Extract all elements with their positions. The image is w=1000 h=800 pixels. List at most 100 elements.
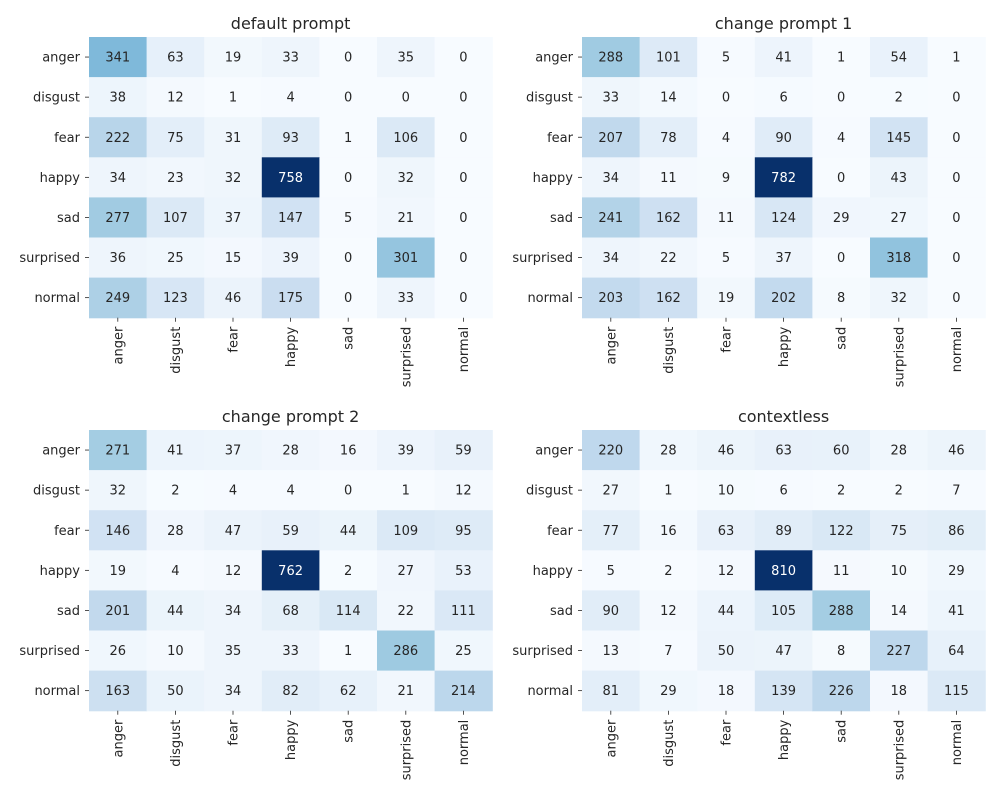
cell-value-label: 78 [660, 131, 677, 146]
cell-value-label: 44 [718, 604, 735, 619]
cell-value-label: 222 [105, 131, 130, 146]
y-tick-label: surprised [19, 644, 80, 659]
cell-value-label: 162 [656, 291, 681, 306]
heatmap-cell [434, 550, 493, 591]
heatmap-cell [927, 590, 986, 632]
cell-value-label: 241 [598, 211, 623, 226]
heatmap-cell [870, 670, 929, 712]
x-tick-label: anger [604, 326, 619, 364]
heatmap-cell [870, 630, 929, 672]
cell-value-label: 11 [660, 171, 677, 186]
heatmap-cell [261, 510, 320, 551]
cell-value-label: 81 [603, 684, 620, 699]
heatmap-cell [204, 590, 263, 632]
heatmap-cell [582, 197, 641, 239]
heatmap-cell [754, 157, 813, 198]
cell-value-label: 41 [775, 51, 792, 66]
cell-value-label: 758 [278, 171, 303, 186]
cell-value-label: 4 [722, 131, 730, 146]
cell-value-label: 68 [282, 604, 299, 619]
cell-value-label: 50 [167, 684, 184, 699]
heatmap-cell [377, 630, 436, 672]
cell-value-label: 63 [718, 524, 735, 539]
cell-value-label: 59 [455, 444, 472, 459]
cell-value-label: 0 [837, 91, 845, 106]
cell-value-label: 47 [775, 644, 792, 659]
cell-value-label: 4 [837, 131, 845, 146]
cell-value-label: 0 [344, 484, 352, 499]
heatmap-cell [754, 510, 813, 551]
cell-value-label: 0 [459, 291, 467, 306]
cell-value-label: 75 [891, 524, 908, 539]
x-tick-label: anger [111, 719, 126, 757]
heatmap-cell [434, 277, 493, 319]
heatmap-cell [639, 590, 698, 632]
cell-value-label: 271 [105, 444, 130, 459]
cell-value-label: 2 [344, 564, 352, 579]
heatmap-cell [582, 77, 641, 118]
x-tick-label: disgust [169, 327, 184, 374]
cell-value-label: 21 [398, 684, 415, 699]
heatmap-cell [754, 277, 813, 319]
heatmap-cell [434, 510, 493, 551]
heatmap-cell [89, 277, 148, 319]
heatmap-cell [261, 117, 320, 158]
heatmap-cell [261, 470, 320, 511]
cell-value-label: 44 [340, 524, 357, 539]
cell-value-label: 4 [286, 91, 294, 106]
cell-value-label: 4 [286, 484, 294, 499]
heatmap-cell [870, 77, 929, 118]
heatmap-cell [204, 630, 263, 672]
heatmap-cell [434, 117, 493, 158]
heatmap-cell [146, 590, 205, 632]
heatmap-cell [754, 590, 813, 632]
heatmap-cell [146, 277, 205, 319]
x-tick-label: sad [835, 720, 850, 743]
cell-value-label: 77 [603, 524, 620, 539]
cell-value-label: 301 [393, 251, 418, 266]
cell-value-label: 227 [886, 644, 911, 659]
heatmap-cell [146, 550, 205, 591]
panel-title: change prompt 1 [715, 14, 852, 33]
heatmap-cell [319, 237, 378, 279]
cell-value-label: 27 [603, 484, 620, 499]
cell-value-label: 12 [167, 91, 184, 106]
cell-value-label: 32 [891, 291, 908, 306]
heatmap-cell [89, 470, 148, 511]
cell-value-label: 0 [459, 171, 467, 186]
heatmap-cell [89, 510, 148, 551]
cell-value-label: 175 [278, 291, 303, 306]
cell-value-label: 60 [833, 444, 850, 459]
heatmap-cell [754, 197, 813, 239]
heatmap-cell [146, 197, 205, 239]
cell-value-label: 1 [229, 91, 237, 106]
heatmap-cell [870, 470, 929, 511]
heatmap-cell [204, 430, 263, 471]
cell-value-label: 1 [402, 484, 410, 499]
cell-value-label: 0 [952, 171, 960, 186]
heatmap-cell [377, 470, 436, 511]
cell-value-label: 18 [891, 684, 908, 699]
heatmap-cell [377, 237, 436, 279]
heatmap-cell [927, 157, 986, 198]
heatmap-cell [146, 237, 205, 279]
cell-value-label: 41 [948, 604, 965, 619]
cell-value-label: 33 [282, 644, 299, 659]
heatmap-cell [812, 197, 871, 239]
cell-value-label: 12 [455, 484, 472, 499]
heatmap-cell [377, 117, 436, 158]
cell-value-label: 782 [771, 171, 796, 186]
heatmap-cell [319, 630, 378, 672]
cell-value-label: 41 [167, 444, 184, 459]
heatmap-cell [434, 670, 493, 712]
y-tick-label: surprised [512, 644, 573, 659]
cell-value-label: 90 [603, 604, 620, 619]
heatmap-cell [434, 470, 493, 511]
cell-value-label: 29 [833, 211, 850, 226]
cell-value-label: 0 [722, 91, 730, 106]
heatmap-cell [434, 630, 493, 672]
heatmap-cell [812, 590, 871, 632]
heatmap-cell [146, 77, 205, 118]
cell-value-label: 277 [105, 211, 130, 226]
